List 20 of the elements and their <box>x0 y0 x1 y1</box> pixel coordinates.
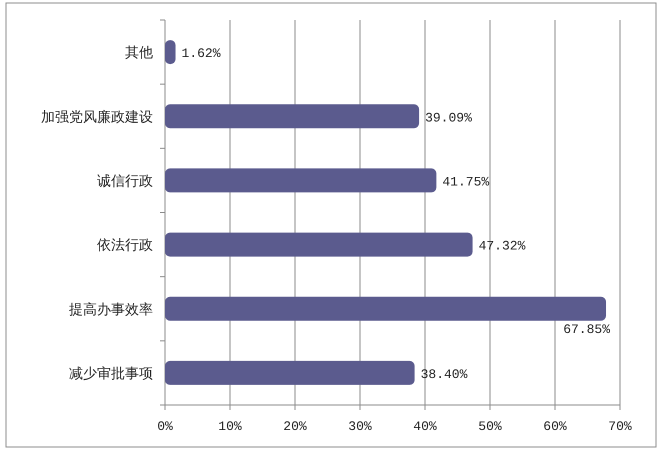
x-tick-label: 50% <box>478 419 502 434</box>
y-tick-label: 减少审批事项 <box>69 366 153 382</box>
x-tick-label: 10% <box>218 419 242 434</box>
data-label: 1.62% <box>182 46 221 62</box>
data-label: 67.85% <box>563 322 610 337</box>
x-tick-label: 20% <box>283 419 307 434</box>
x-tick-label: 60% <box>543 419 567 434</box>
x-tick-label: 0% <box>157 419 173 434</box>
y-tick-label: 提高办事效率 <box>69 302 153 318</box>
x-tick-label: 70% <box>608 419 632 434</box>
x-tick-label: 40% <box>413 419 437 434</box>
y-tick-label: 依法行政 <box>97 238 153 254</box>
y-tick-label: 诚信行政 <box>97 173 153 190</box>
x-tick-label: 30% <box>348 419 372 434</box>
y-tick-label: 其他 <box>125 45 153 62</box>
data-label: 41.75% <box>442 174 490 190</box>
y-tick-label: 加强党风廉政建设 <box>41 109 153 126</box>
data-label: 38.40% <box>420 366 468 382</box>
data-label: 47.32% <box>478 238 526 254</box>
data-label: 39.09% <box>425 110 472 126</box>
